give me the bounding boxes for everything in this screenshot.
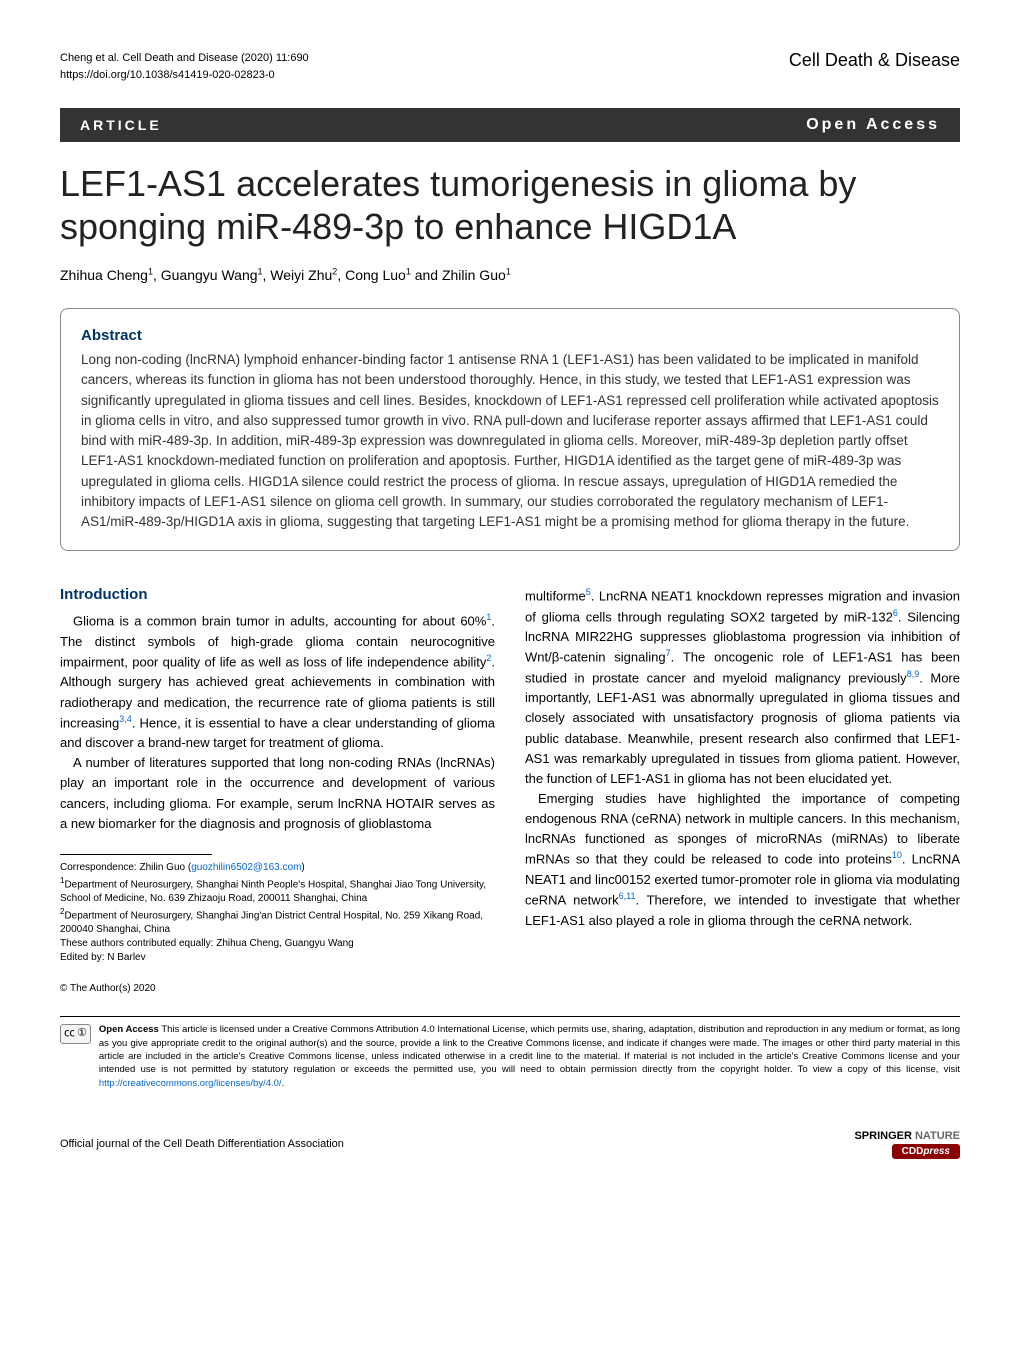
correspondence-paren: ) [301, 862, 304, 873]
ref-sup[interactable]: 8,9 [907, 669, 920, 679]
article-title: LEF1-AS1 accelerates tumorigenesis in gl… [60, 162, 960, 248]
correspondence-email[interactable]: guozhilin6502@163.com [191, 862, 301, 873]
cdd-press-badge: CDDpress [892, 1144, 960, 1159]
intro-text: A number of literatures supported that l… [60, 755, 495, 830]
body-columns: Introduction Glioma is a common brain tu… [60, 586, 960, 965]
citation-block: Cheng et al. Cell Death and Disease (202… [60, 50, 309, 83]
license-text-block: Open Access This article is licensed und… [99, 1023, 960, 1089]
intro-heading: Introduction [60, 586, 495, 603]
doi-line: https://doi.org/10.1038/s41419-020-02823… [60, 67, 309, 84]
intro-left-text: Glioma is a common brain tumor in adults… [60, 611, 495, 834]
affiliation-1: Department of Neurosurgery, Shanghai Nin… [60, 879, 486, 904]
ref-sup[interactable]: 6,11 [619, 891, 636, 901]
abstract-box: Abstract Long non-coding (lncRNA) lympho… [60, 308, 960, 551]
article-label: ARTICLE [60, 109, 182, 141]
intro-text: Glioma is a common brain tumor in adults… [73, 614, 486, 629]
open-access-label: Open Access [786, 108, 960, 142]
abstract-heading: Abstract [81, 327, 939, 344]
intro-text: . LncRNA NEAT1 knockdown represses migra… [525, 589, 960, 624]
cc-glyph: ㏄ [64, 1026, 75, 1041]
ref-sup[interactable]: 10 [892, 850, 902, 860]
copyright-line: © The Author(s) 2020 [60, 983, 960, 994]
left-column: Introduction Glioma is a common brain tu… [60, 586, 495, 965]
correspondence-label: Correspondence: Zhilin Guo ( [60, 862, 191, 873]
license-row: ㏄① Open Access This article is licensed … [60, 1016, 960, 1089]
nature-text: NATURE [912, 1130, 960, 1142]
article-type-bar: ARTICLE Open Access [60, 108, 960, 142]
ref-sup[interactable]: 3,4 [119, 714, 132, 724]
right-column: multiforme5. LncRNA NEAT1 knockdown repr… [525, 586, 960, 965]
cc-icon: ㏄① [60, 1024, 91, 1043]
license-period: . [282, 1078, 285, 1089]
springer-text: SPRINGER [854, 1130, 911, 1142]
footer-row: Official journal of the Cell Death Diffe… [60, 1130, 960, 1159]
citation-line: Cheng et al. Cell Death and Disease (202… [60, 50, 309, 67]
springer-nature-logo: SPRINGER NATURE [854, 1130, 960, 1142]
edited-by: Edited by: N Barlev [60, 951, 495, 965]
cdd-text: CDD [902, 1146, 924, 1157]
footnote-divider [60, 854, 212, 855]
affiliation-2: Department of Neurosurgery, Shanghai Jin… [60, 910, 483, 935]
cc-by-glyph: ① [77, 1026, 87, 1041]
springer-block: SPRINGER NATURE CDDpress [854, 1130, 960, 1159]
footer-left: Official journal of the Cell Death Diffe… [60, 1138, 344, 1150]
abstract-text: Long non-coding (lncRNA) lymphoid enhanc… [81, 350, 939, 532]
equal-contribution: These authors contributed equally: Zhihu… [60, 937, 495, 951]
press-text: press [923, 1146, 950, 1157]
header-row: Cheng et al. Cell Death and Disease (202… [60, 50, 960, 83]
correspondence-block: Correspondence: Zhilin Guo (guozhilin650… [60, 861, 495, 966]
authors-list: Zhihua Cheng1, Guangyu Wang1, Weiyi Zhu2… [60, 266, 960, 283]
license-link[interactable]: http://creativecommons.org/licenses/by/4… [99, 1078, 282, 1089]
intro-text: multiforme [525, 589, 586, 604]
intro-right-text: multiforme5. LncRNA NEAT1 knockdown repr… [525, 586, 960, 930]
license-text: This article is licensed under a Creativ… [99, 1024, 960, 1075]
intro-text: . More importantly, LEF1-AS1 was abnorma… [525, 670, 960, 786]
page-container: Cheng et al. Cell Death and Disease (202… [0, 0, 1020, 1189]
journal-name: Cell Death & Disease [789, 50, 960, 71]
license-bold: Open Access [99, 1024, 159, 1035]
